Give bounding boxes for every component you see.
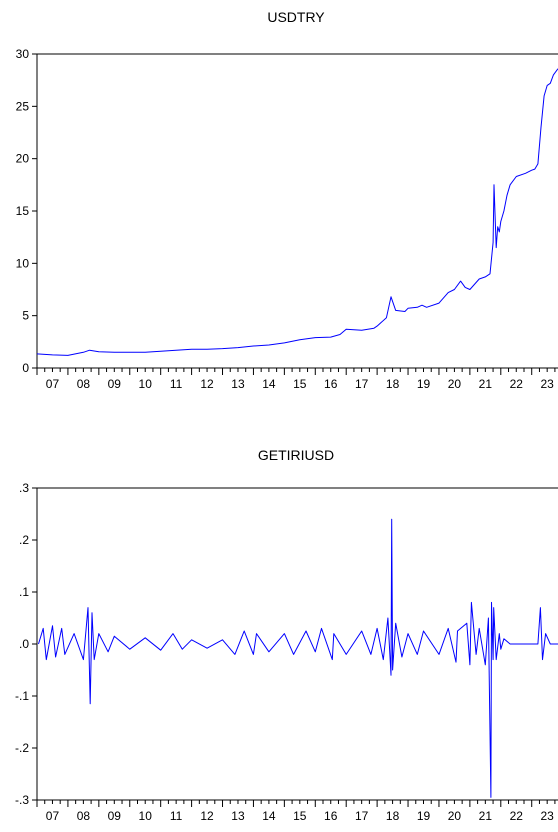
x-tick-label: 08	[77, 377, 91, 391]
x-tick-label: 18	[386, 377, 400, 391]
x-tick-label: 19	[417, 809, 431, 823]
x-tick-label: 20	[448, 377, 462, 391]
y-tick-label: 0	[22, 361, 29, 375]
x-tick-label: 14	[262, 809, 276, 823]
x-tick-label: 23	[540, 377, 554, 391]
x-tick-label: 17	[355, 809, 369, 823]
y-tick-label: 5	[22, 309, 29, 323]
x-tick-label: 11	[170, 809, 183, 823]
x-tick-label: 12	[200, 809, 214, 823]
y-tick-label: .3	[19, 481, 29, 495]
x-tick-label: 22	[510, 377, 524, 391]
x-tick-label: 21	[479, 377, 493, 391]
x-tick-label: 10	[139, 809, 153, 823]
x-tick-label: 10	[139, 377, 153, 391]
y-tick-label: -.1	[15, 689, 29, 703]
x-tick-label: 21	[479, 809, 493, 823]
x-tick-label: 07	[46, 809, 60, 823]
x-tick-label: 15	[293, 377, 307, 391]
x-tick-label: 07	[46, 377, 60, 391]
x-tick-label: 09	[108, 809, 122, 823]
x-tick-label: 23	[540, 809, 554, 823]
y-tick-label: .1	[19, 585, 29, 599]
x-tick-label: 19	[417, 377, 431, 391]
y-tick-label: 10	[16, 256, 30, 270]
y-tick-label: .0	[19, 637, 29, 651]
x-tick-label: 08	[77, 809, 91, 823]
x-tick-label: 11	[170, 377, 183, 391]
x-tick-label: 22	[510, 809, 524, 823]
y-tick-label: -.2	[15, 741, 29, 755]
x-tick-label: 13	[231, 377, 245, 391]
y-tick-label: 20	[16, 152, 30, 166]
y-tick-label: 30	[16, 47, 30, 61]
chart-title: USDTRY	[267, 9, 325, 25]
x-tick-label: 09	[108, 377, 122, 391]
x-tick-label: 16	[324, 377, 338, 391]
x-tick-label: 13	[231, 809, 245, 823]
x-tick-label: 17	[355, 377, 369, 391]
series-line	[36, 68, 558, 356]
x-tick-label: 18	[386, 809, 400, 823]
x-tick-label: 16	[324, 809, 338, 823]
y-tick-label: 15	[16, 204, 30, 218]
y-tick-label: 25	[16, 99, 30, 113]
y-tick-label: -.3	[15, 793, 29, 807]
usdtry-chart: USDTRY 0 5 10 15 20 25 30 07 08 09 10 11 12 13 14 15 16 1…	[16, 9, 558, 391]
x-tick-label: 12	[200, 377, 214, 391]
x-tick-label: 14	[262, 377, 276, 391]
y-tick-label: .2	[19, 533, 29, 547]
x-tick-label: 20	[448, 809, 462, 823]
series-line	[38, 518, 558, 798]
chart-title: GETIRIUSD	[258, 447, 334, 463]
x-tick-label: 15	[293, 809, 307, 823]
